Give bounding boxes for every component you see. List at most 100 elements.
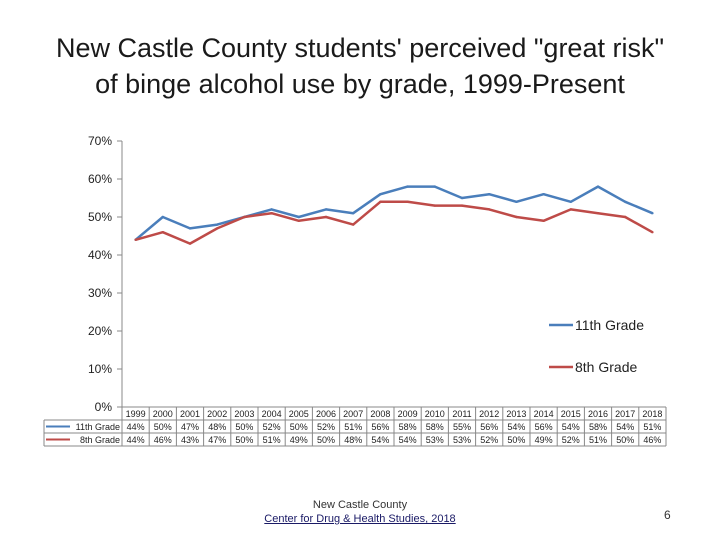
data-label: 51% [344,422,362,432]
data-label: 51% [589,435,607,445]
data-label: 44% [127,435,145,445]
x-tick-label: 2008 [370,409,390,419]
chart-title-line-2: of binge alcohol use by grade, 1999-Pres… [95,69,625,99]
data-point [596,212,600,215]
data-point [488,208,491,211]
data-label: 54% [399,435,417,445]
chart-title-line-1: New Castle County students' perceived "g… [55,33,665,63]
data-label: 48% [344,435,362,445]
data-point [569,208,572,211]
x-tick-label: 2005 [289,409,309,419]
slide-number: 6 [664,508,671,522]
data-label: 52% [562,435,580,445]
y-tick-label: 70% [88,134,112,148]
data-label: 54% [562,422,580,432]
x-tick-label: 2006 [316,409,336,419]
x-tick-label: 2000 [153,409,173,419]
data-label: 46% [154,435,172,445]
data-label: 47% [181,422,199,432]
data-label: 56% [371,422,389,432]
data-point [651,212,654,215]
x-tick-label: 1999 [126,409,146,419]
x-tick-label: 2007 [343,409,363,419]
data-label: 53% [426,435,444,445]
source-link[interactable]: Center for Drug & Health Studies, 2018 [264,513,456,525]
data-point [216,227,219,230]
data-label: 55% [453,422,471,432]
data-label: 50% [507,435,525,445]
x-tick-label: 2013 [506,409,526,419]
legend-label: 11th Grade [575,317,644,333]
data-point [488,193,491,196]
data-point [542,193,545,196]
data-point [297,215,300,219]
y-tick-label: 60% [88,172,112,186]
data-label: 50% [235,422,253,432]
y-tick-label: 30% [88,286,112,300]
table-row-header: 8th Grade [80,435,120,445]
data-point [324,215,328,219]
data-label: 50% [235,435,253,445]
data-point [624,200,627,203]
data-label: 54% [371,435,389,445]
x-tick-label: 2002 [207,409,227,419]
data-point [651,231,654,234]
data-point [515,215,518,219]
data-label: 58% [589,422,607,432]
data-point [624,215,627,219]
data-label: 46% [643,435,661,445]
x-tick-label: 2010 [425,409,445,419]
data-label: 52% [317,422,335,432]
data-label: 53% [453,435,471,445]
chart-title: New Castle County students' perceived "g… [20,30,700,102]
x-tick-label: 2012 [479,409,499,419]
series-line-11th-grade [134,185,653,241]
data-point [433,204,436,207]
y-tick-label: 0% [95,400,113,414]
data-label: 51% [263,435,281,445]
data-point [433,185,436,188]
data-point [406,185,409,188]
data-point [161,215,164,219]
data-point [134,238,137,241]
data-point [352,223,355,226]
data-point [270,212,273,215]
x-tick-label: 2016 [588,409,608,419]
data-point [460,204,464,207]
data-label: 51% [643,422,661,432]
data-point [324,208,328,211]
data-label: 50% [616,435,634,445]
x-tick-label: 2017 [615,409,635,419]
data-point [406,200,409,203]
data-label: 50% [317,435,335,445]
data-point [161,231,164,234]
data-point [542,219,545,222]
data-point [188,227,192,230]
data-label: 49% [290,435,308,445]
source-note: New Castle County Center for Drug & Heal… [230,498,490,526]
data-label: 50% [290,422,308,432]
data-point [460,196,464,200]
data-label: 44% [127,422,145,432]
data-point [297,219,300,222]
data-label: 49% [535,435,553,445]
series-line-8th-grade [135,200,654,245]
data-label: 58% [426,422,444,432]
data-point [569,200,572,203]
y-tick-label: 20% [88,324,112,338]
data-label: 50% [154,422,172,432]
data-point [216,223,219,226]
table-row-header: 11th Grade [76,422,120,432]
data-label: 47% [208,435,226,445]
x-tick-label: 2004 [262,409,282,419]
data-point [188,242,192,245]
data-label: 48% [208,422,226,432]
data-point [515,200,518,203]
data-point [270,208,273,211]
data-point [243,215,246,219]
legend-label: 8th Grade [575,359,637,375]
x-tick-label: 2009 [398,409,418,419]
data-label: 54% [507,422,525,432]
y-tick-label: 10% [88,362,112,376]
